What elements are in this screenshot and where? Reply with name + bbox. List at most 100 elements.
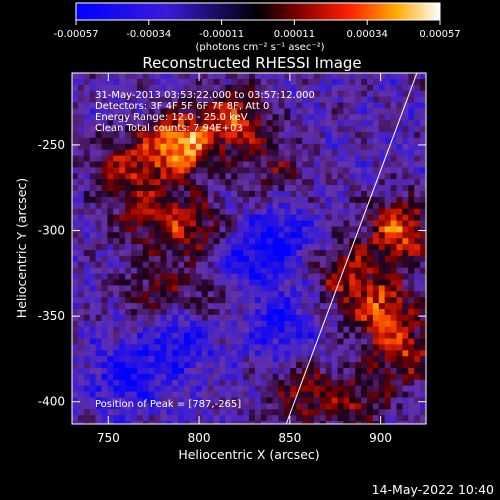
heatmap-cell	[201, 326, 209, 333]
heatmap-cell	[225, 108, 232, 115]
heatmap-cell	[225, 409, 232, 416]
heatmap-cell	[154, 102, 161, 109]
heatmap-cell	[107, 368, 114, 375]
heatmap-cell	[361, 185, 368, 192]
heatmap-cell	[290, 143, 297, 151]
heatmap-cell	[266, 149, 273, 156]
heatmap-cell	[355, 208, 362, 215]
heatmap-cell	[355, 373, 362, 381]
heatmap-cell	[83, 96, 91, 103]
heatmap-cell	[77, 196, 85, 204]
heatmap-cell	[420, 255, 426, 263]
heatmap-cell	[148, 303, 155, 310]
heatmap-cell	[308, 261, 315, 269]
heatmap-cell	[154, 326, 161, 333]
heatmap-cell	[296, 244, 303, 251]
heatmap-cell	[249, 143, 256, 151]
heatmap-cell	[142, 379, 150, 387]
heatmap-cell	[349, 143, 356, 151]
heatmap-cell	[219, 267, 226, 274]
heatmap-cell	[349, 96, 356, 103]
heatmap-cell	[367, 161, 374, 168]
heatmap-cell	[384, 409, 391, 416]
heatmap-cell	[372, 244, 380, 251]
heatmap-cell	[260, 220, 268, 227]
heatmap-cell	[125, 220, 132, 227]
heatmap-cell	[77, 155, 85, 162]
heatmap-cell	[272, 415, 279, 422]
heatmap-cell	[361, 214, 368, 221]
heatmap-cell	[131, 273, 138, 280]
heatmap-cell	[367, 226, 374, 233]
heatmap-cell	[243, 344, 250, 351]
heatmap-cell	[367, 279, 374, 286]
heatmap-cell	[190, 350, 197, 357]
heatmap-cell	[172, 120, 179, 127]
heatmap-cell	[184, 214, 191, 221]
heatmap-cell	[148, 102, 155, 109]
heatmap-cell	[107, 137, 114, 145]
heatmap-cell	[172, 338, 179, 345]
heatmap-cell	[142, 84, 150, 92]
heatmap-cell	[213, 173, 220, 180]
heatmap-cell	[119, 214, 126, 221]
heatmap-cell	[408, 149, 415, 156]
heatmap-cell	[278, 309, 285, 316]
heatmap-cell	[367, 185, 374, 192]
heatmap-cell	[154, 96, 161, 103]
heatmap-cell	[355, 273, 362, 280]
heatmap-cell	[148, 226, 155, 233]
heatmap-cell	[119, 356, 126, 363]
heatmap-cell	[249, 261, 256, 269]
heatmap-cell	[243, 368, 250, 375]
heatmap-cell	[278, 161, 285, 168]
heatmap-cell	[290, 173, 297, 180]
heatmap-cell	[201, 108, 209, 115]
heatmap-cell	[396, 78, 403, 86]
heatmap-cell	[384, 161, 391, 168]
heatmap-cell	[113, 202, 120, 210]
heatmap-cell	[302, 208, 309, 215]
heatmap-cell	[402, 261, 409, 269]
heatmap-cell	[367, 338, 374, 345]
heatmap-cell	[260, 173, 268, 180]
heatmap-cell	[166, 385, 173, 392]
heatmap-cell	[355, 362, 362, 369]
heatmap-cell	[243, 250, 250, 257]
heatmap-cell	[160, 368, 167, 375]
heatmap-cell	[184, 161, 191, 168]
heatmap-cell	[213, 238, 220, 245]
heatmap-cell	[414, 167, 421, 174]
heatmap-cell	[190, 196, 197, 204]
heatmap-cell	[231, 344, 238, 351]
heatmap-cell	[396, 356, 403, 363]
heatmap-cell	[201, 126, 209, 133]
heatmap-cell	[225, 214, 232, 221]
heatmap-cell	[284, 285, 291, 292]
heatmap-cell	[95, 114, 102, 121]
heatmap-cell	[349, 185, 356, 192]
heatmap-cell	[195, 397, 203, 404]
heatmap-cell	[372, 149, 380, 156]
heatmap-cell	[402, 126, 409, 133]
heatmap-cell	[355, 179, 362, 186]
heatmap-cell	[237, 403, 244, 410]
heatmap-cell	[278, 279, 285, 286]
heatmap-cell	[225, 391, 232, 398]
heatmap-cell	[231, 220, 238, 227]
heatmap-cell	[172, 391, 179, 398]
heatmap-cell	[290, 314, 297, 322]
heatmap-cell	[225, 326, 232, 333]
heatmap-cell	[384, 421, 391, 424]
heatmap-cell	[142, 238, 150, 245]
heatmap-cell	[319, 303, 327, 310]
heatmap-cell	[408, 185, 415, 192]
heatmap-cell	[72, 250, 79, 257]
heatmap-cell	[142, 421, 150, 424]
heatmap-cell	[172, 285, 179, 292]
heatmap-cell	[408, 208, 415, 215]
heatmap-cell	[408, 356, 415, 363]
heatmap-cell	[296, 102, 303, 109]
heatmap-cell	[154, 344, 161, 351]
heatmap-cell	[378, 285, 386, 292]
